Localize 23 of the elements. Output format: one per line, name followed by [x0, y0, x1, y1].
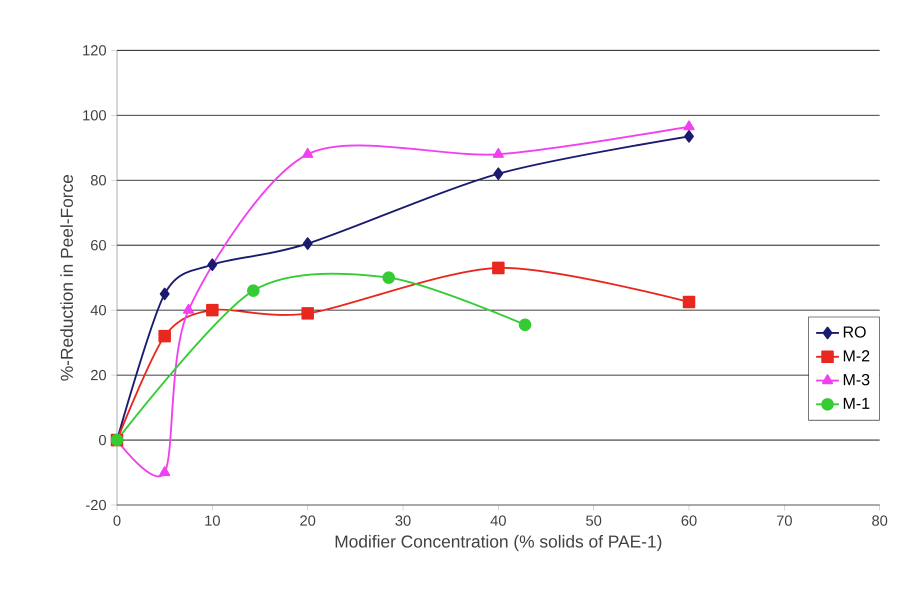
y-axis-title: %-Reduction in Peel-Force — [60, 174, 73, 381]
legend-label: RO — [844, 326, 866, 338]
y-tick-label: 80 — [90, 175, 106, 186]
x-tick-label: 0 — [113, 515, 120, 526]
x-tick-label: 40 — [490, 515, 506, 526]
y-tick-label: 120 — [83, 45, 106, 56]
y-tick-label: 40 — [90, 304, 106, 316]
x-tick-label: 60 — [682, 515, 697, 526]
legend-label: M-2 — [844, 350, 870, 362]
legend-label: M-1 — [844, 398, 870, 409]
y-tick-label: 60 — [91, 240, 106, 250]
y-tick-label: 20 — [91, 370, 106, 380]
x-tick-label: 50 — [586, 515, 602, 526]
x-tick-label: 70 — [776, 515, 792, 526]
x-tick-label: 20 — [300, 515, 316, 526]
y-tick-label: 0 — [99, 434, 106, 446]
y-tick-label: 100 — [83, 110, 106, 120]
legend-label: M-3 — [844, 374, 870, 386]
x-tick-label: 10 — [205, 515, 220, 526]
y-tick-label: -20 — [86, 500, 106, 510]
x-tick-label: 80 — [872, 515, 888, 526]
x-tick-label: 30 — [395, 515, 411, 526]
x-axis-title: Modifier Concentration (% solids of PAE-1) — [336, 534, 662, 552]
